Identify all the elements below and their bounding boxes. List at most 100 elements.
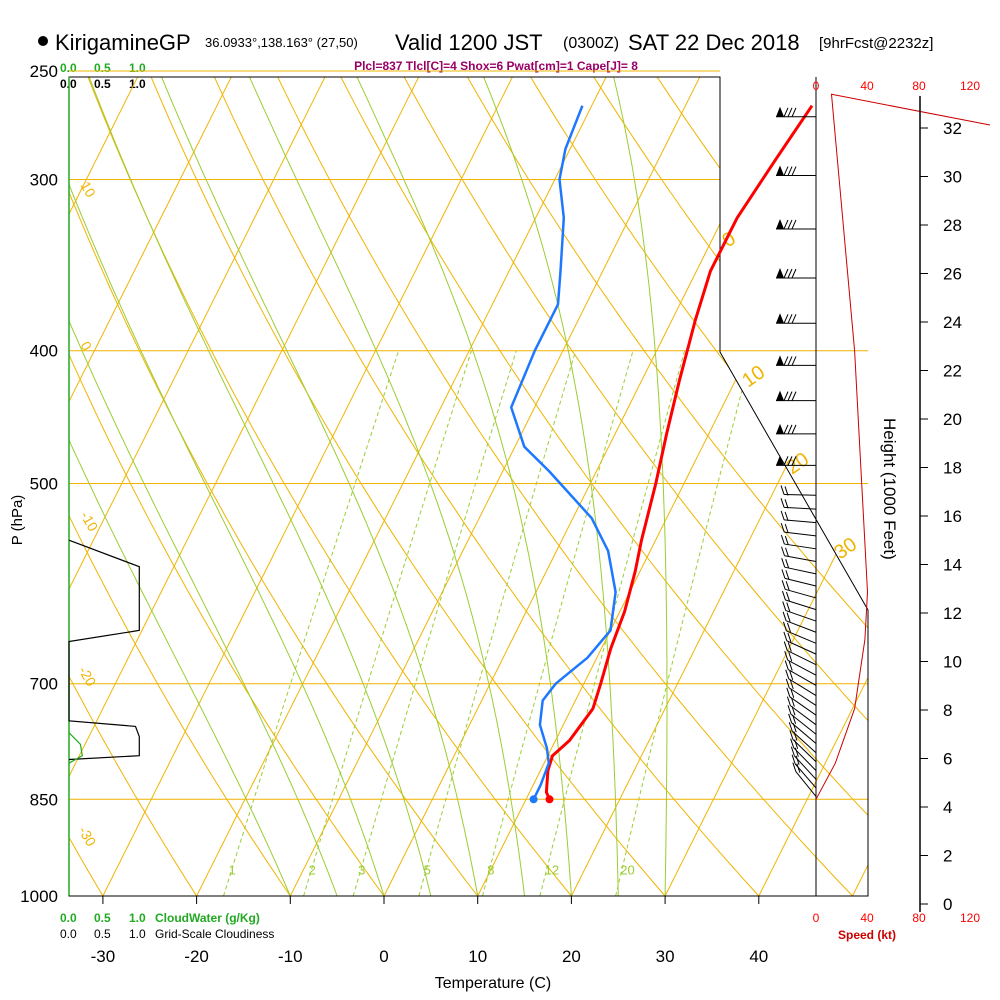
height-tick-label: 8 [943, 701, 952, 720]
speed-top-tick-3: 120 [960, 79, 980, 93]
wind-barb-staff [784, 543, 817, 550]
bottom-cl-label: Grid-Scale Cloudiness [155, 927, 274, 941]
speed-bottom-tick-0: 0 [813, 911, 820, 925]
top-cl-tick-1: 0.5 [94, 77, 111, 91]
wind-barb [776, 313, 816, 324]
wind-barb-feather [785, 581, 790, 591]
wind-barb-feather [792, 762, 797, 772]
wind-barb-feather [780, 534, 785, 545]
wind-barb-feather [781, 580, 786, 590]
wind-barb [780, 485, 817, 496]
height-tick-label: 0 [943, 895, 952, 914]
height-tick-label: 20 [943, 410, 962, 429]
temperature-tick-label: 40 [749, 947, 768, 966]
wind-barb-feather [784, 499, 789, 509]
wind-barb-feather [783, 166, 789, 176]
height-tick-label: 24 [943, 313, 962, 332]
wind-barb-feather [787, 219, 793, 230]
wind-barb [784, 650, 817, 676]
wind-barb-feather [788, 651, 793, 662]
wind-profile [776, 93, 991, 800]
wind-barb-feather [785, 547, 789, 557]
speed-axis-label: Speed (kt) [838, 928, 896, 942]
dry-adiabat-line [449, 77, 868, 896]
wind-barb-staff [788, 678, 817, 696]
wind-barb [783, 631, 817, 655]
speed-top-tick-1: 40 [860, 79, 874, 93]
wind-barb-feather [785, 570, 790, 580]
sounding-series [509, 104, 814, 804]
wind-barb-feather [781, 546, 785, 556]
mixing-ratio-line [615, 350, 753, 896]
plot-frame [68, 70, 869, 897]
wind-barb-feather [788, 722, 793, 732]
wind-barb [781, 590, 817, 611]
wind-barb-feather [794, 747, 799, 757]
wind-barb-feather [780, 510, 785, 521]
wind-barb [781, 580, 817, 599]
wind-barb-feather [786, 612, 791, 622]
wind-barb-feather [790, 697, 795, 707]
wind-barb-feather [783, 641, 788, 651]
height-tick-label: 26 [943, 265, 962, 284]
wind-barb-staff [791, 730, 817, 754]
dry-adiabat-line [138, 77, 691, 896]
wind-barb-flag-icon [776, 268, 784, 279]
wind-barb-staff [786, 630, 817, 644]
dry-adiabat-line [823, 77, 868, 896]
bottom-cl-tick-2: 1.0 [129, 927, 146, 941]
wind-barb-staff [787, 650, 817, 666]
wind-barb-feather [784, 660, 789, 670]
wind-barb-feather [791, 706, 796, 716]
height-tick-label: 22 [943, 362, 962, 381]
dry-adiabat-line [0, 47, 25, 925]
wind-barb-staff [784, 506, 817, 510]
wind-barb-feather [789, 730, 794, 740]
dry-adiabat-line [69, 77, 406, 896]
site-coords: 36.0933°,138.163° (27,50) [205, 35, 358, 50]
mixing-ratio-label: 12 [545, 863, 559, 878]
wind-barb [776, 268, 816, 279]
dry-adiabat-line [200, 77, 786, 896]
bottom-cl-tick-1: 0.5 [94, 927, 111, 941]
x-axis-title: Temperature (C) [435, 975, 551, 992]
valid-date: SAT 22 Dec 2018 [628, 30, 800, 55]
dry-adiabat-label: -20 [75, 664, 99, 690]
wind-barb [788, 713, 817, 744]
valid-time: Valid 1200 JST [395, 30, 543, 55]
wind-barb-feather [784, 523, 789, 534]
wind-barb-feather [787, 424, 793, 435]
wind-barb-feather [786, 696, 791, 706]
wind-barb-feather [787, 314, 793, 324]
wind-barb-flag-icon [776, 313, 784, 324]
wind-barb-staff [784, 531, 817, 537]
bottom-cw-label: CloudWater (g/Kg) [155, 911, 260, 925]
wind-barb [776, 423, 816, 435]
speed-top-tick-0: 0 [813, 79, 820, 93]
pressure-tick-label: 400 [30, 342, 58, 361]
dewpoint-surface-point [529, 795, 538, 804]
height-tick-label: 32 [943, 119, 962, 138]
wind-barb-feather [788, 661, 793, 671]
mixing-ratio-label: 3 [358, 863, 365, 878]
height-tick-label: 30 [943, 168, 962, 187]
moist-adiabat-line [69, 77, 291, 896]
top-cw-tick-2: 1.0 [129, 61, 146, 75]
wind-barb-staff [784, 577, 817, 587]
wind-barb [788, 722, 817, 754]
moist-adiabat-line [69, 77, 338, 896]
mixing-ratio-line [223, 350, 400, 896]
wind-barb-staff [785, 588, 817, 599]
wind-barb-feather [780, 498, 785, 508]
moist-adiabat-line [605, 77, 668, 896]
wind-barb [776, 455, 816, 466]
wind-barb-staff [784, 519, 817, 524]
wind-barb [783, 621, 817, 644]
wind-barb [781, 558, 817, 575]
wind-barb-feather [791, 166, 797, 176]
dry-adiabat-line [75, 77, 596, 896]
y-axis-title: P (hPa) [9, 495, 26, 546]
wind-barb [785, 669, 817, 696]
wind-barb-feather [791, 107, 797, 118]
